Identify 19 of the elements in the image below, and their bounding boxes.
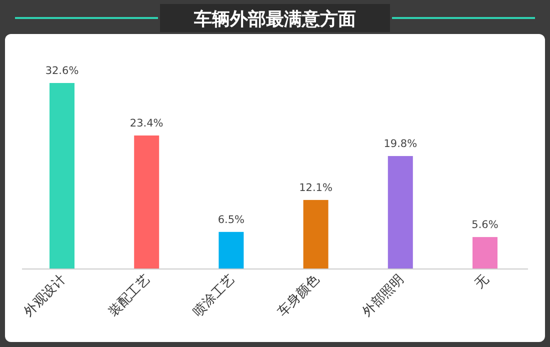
- bar: [50, 83, 74, 269]
- data-label: 32.6%: [45, 65, 79, 77]
- x-tick-label: 车身颜色: [275, 272, 323, 320]
- x-tick-label: 喷涂工艺: [190, 272, 238, 320]
- data-label: 23.4%: [130, 117, 164, 130]
- x-tick-label: 装配工艺: [106, 272, 154, 320]
- x-tick-label: 无: [472, 272, 492, 292]
- bar: [134, 135, 160, 269]
- bar: [388, 156, 413, 269]
- data-label: 6.5%: [218, 214, 245, 226]
- x-tick-label: 外部照明: [360, 272, 408, 320]
- bar: [303, 200, 328, 269]
- bar: [472, 237, 498, 269]
- data-label: 5.6%: [472, 219, 498, 232]
- x-tick-label: 外观设计: [21, 272, 69, 320]
- chart-title: 车辆外部最满意方面: [193, 9, 356, 30]
- data-label: 19.8%: [384, 138, 418, 150]
- bar: [218, 232, 244, 269]
- data-label: 12.1%: [299, 182, 332, 194]
